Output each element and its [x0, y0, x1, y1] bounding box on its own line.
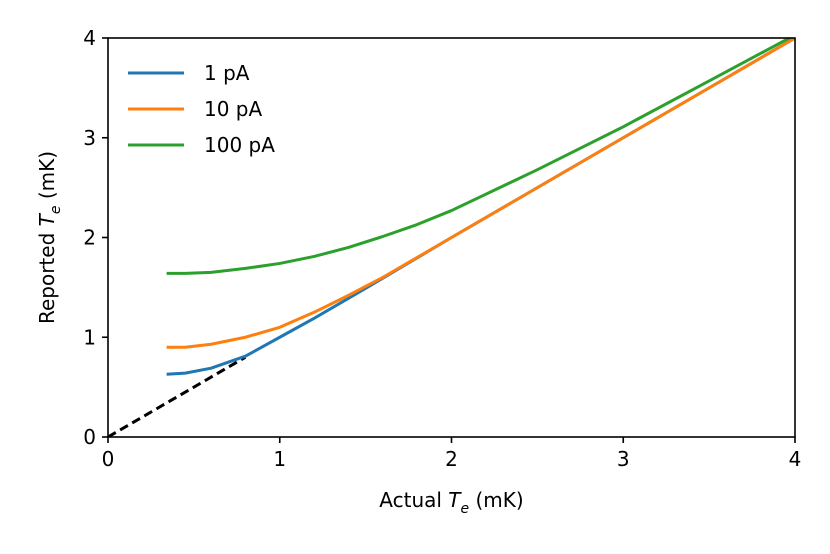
x-axis-label-var: T	[448, 488, 462, 512]
y-axis-label: Reported Te (mK)	[35, 151, 64, 324]
series-line-10pa	[166, 38, 795, 349]
series-layer	[108, 38, 795, 437]
y-axis-label-var: T	[35, 212, 59, 226]
y-tick-label: 0	[83, 425, 96, 449]
x-tick-label: 2	[445, 447, 458, 471]
y-tick-label: 3	[83, 126, 96, 150]
y-tick-label: 2	[83, 226, 96, 250]
legend-label-1pa: 1 pA	[204, 61, 250, 85]
x-axis-label-prefix: Actual	[379, 488, 448, 512]
y-axis-label-suffix: (mK)	[35, 151, 59, 206]
y-tick-label: 1	[83, 325, 96, 349]
series-line-1pa	[166, 38, 795, 376]
legend-label-100pa: 100 pA	[204, 133, 275, 157]
y-axis-label-prefix: Reported	[35, 226, 59, 324]
y-axis-label-sub: e	[48, 206, 64, 215]
series-line-100pa	[166, 38, 793, 275]
x-tick-label: 0	[102, 447, 115, 471]
ticks-layer: 0 1 2 3 4 0 1 2 3 4	[83, 26, 801, 471]
x-tick-label: 4	[789, 447, 802, 471]
legend: 1 pA 10 pA 100 pA	[128, 61, 275, 157]
x-tick-label: 1	[273, 447, 286, 471]
x-axis-label: Actual Te (mK)	[379, 488, 523, 517]
reference-line-dashed	[108, 355, 247, 437]
legend-label-10pa: 10 pA	[204, 97, 263, 121]
x-tick-label: 3	[617, 447, 630, 471]
x-axis-label-suffix: (mK)	[469, 488, 524, 512]
x-axis-label-sub: e	[461, 501, 470, 517]
y-tick-label: 4	[83, 26, 96, 50]
